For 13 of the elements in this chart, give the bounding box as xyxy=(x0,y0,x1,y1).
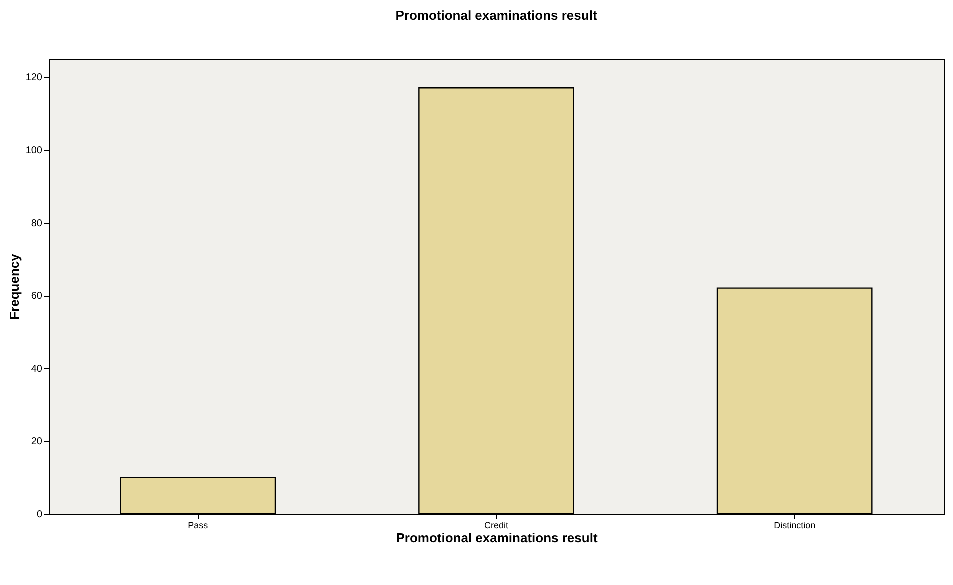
y-tick-label: 0 xyxy=(36,510,43,520)
y-tick-label: 120 xyxy=(26,72,43,84)
y-tick-label: 80 xyxy=(31,218,43,230)
y-tick-label: 100 xyxy=(26,146,43,156)
x-tick-label: Distinction xyxy=(774,520,816,530)
y-tick-label: 20 xyxy=(31,436,43,448)
chart-title: Promotional examinations result xyxy=(396,8,598,23)
x-tick-label: Pass xyxy=(188,520,209,530)
y-tick-label: 40 xyxy=(31,364,43,375)
y-tick-label: 60 xyxy=(31,291,43,302)
y-axis-title: Frequency xyxy=(6,253,22,320)
x-tick-label: Credit xyxy=(484,520,509,530)
x-axis-title: Promotional examinations result xyxy=(396,530,598,546)
